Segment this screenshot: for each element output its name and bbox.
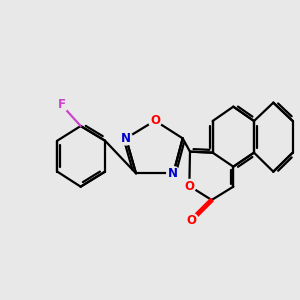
Text: N: N bbox=[168, 167, 178, 180]
Text: O: O bbox=[184, 179, 194, 193]
Circle shape bbox=[119, 132, 133, 145]
Circle shape bbox=[148, 114, 162, 127]
Circle shape bbox=[55, 98, 68, 112]
Circle shape bbox=[183, 179, 196, 193]
Circle shape bbox=[167, 167, 180, 180]
Text: O: O bbox=[150, 114, 160, 127]
Text: F: F bbox=[58, 98, 66, 112]
Circle shape bbox=[185, 213, 198, 226]
Text: O: O bbox=[187, 214, 197, 226]
Text: N: N bbox=[121, 132, 131, 145]
